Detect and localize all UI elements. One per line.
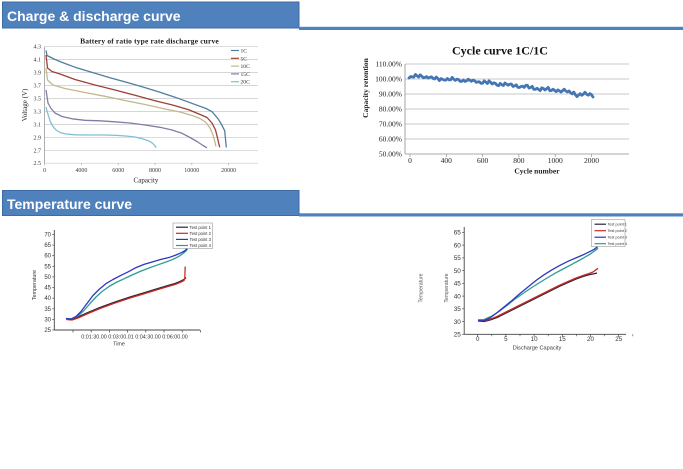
svg-text:Test point 1: Test point 1 bbox=[608, 223, 627, 227]
svg-text:20000: 20000 bbox=[221, 168, 236, 174]
svg-text:Temperature: Temperature bbox=[444, 273, 450, 302]
svg-text:Test point 1: Test point 1 bbox=[190, 225, 212, 230]
svg-text:Test point 2: Test point 2 bbox=[190, 231, 212, 236]
svg-text:600: 600 bbox=[477, 156, 489, 165]
svg-text:20C: 20C bbox=[241, 80, 251, 86]
svg-text:50: 50 bbox=[454, 268, 462, 275]
svg-text:110.00%: 110.00% bbox=[375, 60, 402, 69]
svg-text:45: 45 bbox=[454, 281, 462, 288]
svg-text:35: 35 bbox=[454, 306, 462, 313]
svg-text:3.3: 3.3 bbox=[34, 109, 42, 115]
svg-text:Temperature: Temperature bbox=[419, 273, 425, 302]
svg-text:Voltage (V): Voltage (V) bbox=[21, 88, 29, 121]
svg-text:15C: 15C bbox=[241, 72, 251, 78]
svg-text:Test point 4: Test point 4 bbox=[190, 243, 212, 248]
svg-text:2.7: 2.7 bbox=[34, 148, 42, 154]
svg-text:2.5: 2.5 bbox=[34, 161, 42, 167]
svg-text:Capacity retention: Capacity retention bbox=[361, 57, 370, 117]
svg-text:Discharge Capacity: Discharge Capacity bbox=[513, 346, 562, 352]
svg-text:20: 20 bbox=[587, 336, 594, 343]
svg-text:5: 5 bbox=[504, 336, 508, 343]
svg-text:8000: 8000 bbox=[149, 168, 161, 174]
svg-text:0: 0 bbox=[476, 336, 480, 343]
svg-text:Temperature curve: Temperature curve bbox=[7, 196, 132, 212]
svg-text:3.7: 3.7 bbox=[34, 84, 42, 90]
svg-text:50.00%: 50.00% bbox=[379, 150, 402, 159]
svg-text:Test point 4: Test point 4 bbox=[608, 242, 627, 246]
svg-text:Time: Time bbox=[113, 342, 125, 348]
svg-text:55: 55 bbox=[44, 264, 51, 270]
svg-text:0:01:30.00 0:03:00.01 0:04:30.: 0:01:30.00 0:03:00.01 0:04:30.00 0:06:00… bbox=[81, 335, 187, 341]
svg-text:Test point 2: Test point 2 bbox=[608, 229, 627, 233]
svg-text:80.00%: 80.00% bbox=[379, 105, 402, 114]
svg-text:Test point 3: Test point 3 bbox=[190, 237, 212, 242]
svg-text:4000: 4000 bbox=[75, 168, 87, 174]
svg-text:40: 40 bbox=[44, 296, 51, 302]
svg-text:6000: 6000 bbox=[112, 168, 124, 174]
svg-text:800: 800 bbox=[513, 156, 525, 165]
svg-text:35: 35 bbox=[44, 307, 51, 313]
svg-text:65: 65 bbox=[454, 230, 462, 237]
svg-text:3.5: 3.5 bbox=[34, 97, 42, 103]
svg-text:Charge & discharge curve: Charge & discharge curve bbox=[7, 8, 181, 24]
svg-text:10000: 10000 bbox=[184, 168, 199, 174]
svg-text:1C: 1C bbox=[241, 49, 248, 55]
svg-text:60: 60 bbox=[454, 242, 462, 249]
svg-text:100.00%: 100.00% bbox=[375, 75, 402, 84]
svg-text:0: 0 bbox=[43, 168, 46, 174]
svg-text:Cycle number: Cycle number bbox=[514, 167, 560, 176]
svg-text:Cycle curve 1C/1C: Cycle curve 1C/1C bbox=[452, 44, 548, 58]
svg-text:70: 70 bbox=[44, 233, 51, 239]
svg-text:5C: 5C bbox=[241, 56, 248, 62]
svg-text:0: 0 bbox=[408, 156, 412, 165]
svg-text:25: 25 bbox=[454, 332, 462, 339]
svg-text:60.00%: 60.00% bbox=[379, 135, 402, 144]
svg-text:70.00%: 70.00% bbox=[379, 120, 402, 129]
svg-text:3.1: 3.1 bbox=[34, 122, 42, 128]
svg-text:3.9: 3.9 bbox=[34, 71, 42, 77]
svg-text:50: 50 bbox=[44, 275, 51, 281]
svg-text:Battery of ratio type rate dis: Battery of ratio type rate discharge cur… bbox=[80, 37, 219, 46]
svg-text:Capacity: Capacity bbox=[134, 177, 159, 185]
svg-text:30: 30 bbox=[44, 317, 51, 323]
svg-text:4.3: 4.3 bbox=[34, 45, 42, 51]
svg-text:45: 45 bbox=[44, 286, 51, 292]
svg-text:1000: 1000 bbox=[548, 156, 563, 165]
svg-text:400: 400 bbox=[441, 156, 453, 165]
svg-text:25: 25 bbox=[44, 328, 51, 334]
svg-text:40: 40 bbox=[454, 293, 462, 300]
svg-text:2.9: 2.9 bbox=[34, 135, 42, 141]
svg-text:Test point 3: Test point 3 bbox=[608, 236, 627, 240]
svg-text:25: 25 bbox=[615, 336, 622, 343]
svg-text:65: 65 bbox=[44, 243, 51, 249]
svg-text:55: 55 bbox=[454, 255, 462, 262]
svg-text:4.1: 4.1 bbox=[34, 58, 42, 64]
svg-text:60: 60 bbox=[44, 254, 51, 260]
svg-text:30: 30 bbox=[454, 319, 462, 326]
svg-text:2000: 2000 bbox=[584, 156, 599, 165]
svg-text:10C: 10C bbox=[241, 64, 251, 70]
svg-text:90.00%: 90.00% bbox=[379, 90, 402, 99]
svg-text:10: 10 bbox=[531, 336, 538, 343]
svg-text:15: 15 bbox=[559, 336, 566, 343]
svg-text:Temperature: Temperature bbox=[32, 270, 38, 300]
